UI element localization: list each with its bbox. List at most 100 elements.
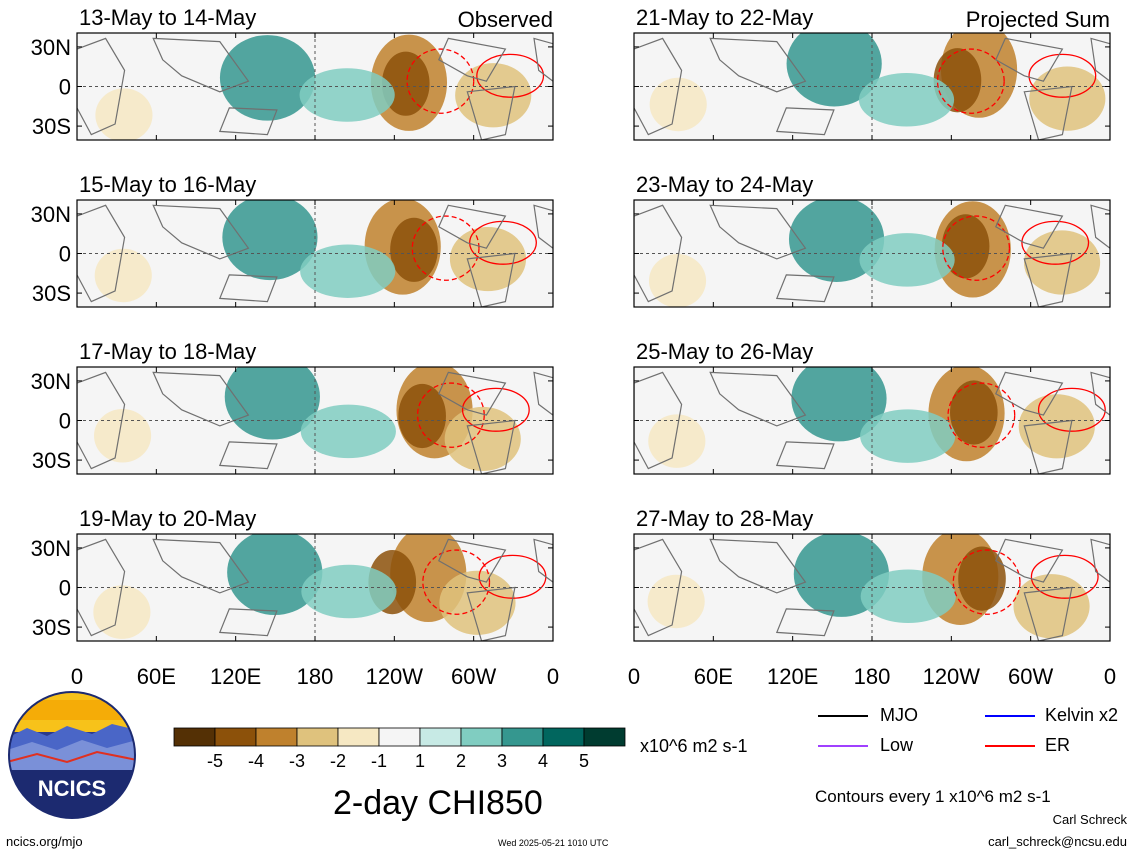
coastline bbox=[77, 538, 126, 637]
panel-title: 17-May to 18-May bbox=[79, 339, 256, 364]
coastline bbox=[634, 371, 683, 470]
y-tick-label: 30N bbox=[31, 35, 71, 60]
coastline bbox=[775, 608, 835, 637]
coastline bbox=[152, 37, 250, 93]
y-tick-label: 0 bbox=[59, 409, 71, 434]
colorbar-swatch bbox=[255, 727, 298, 747]
colorbar-tick-label: -2 bbox=[330, 751, 346, 771]
legend-label-kelvin: Kelvin x2 bbox=[1045, 705, 1119, 725]
map-panel-7: 25-May to 26-May bbox=[633, 339, 1111, 475]
panel-title: 15-May to 16-May bbox=[79, 172, 256, 197]
colorbar-tick-label: 3 bbox=[497, 751, 507, 771]
coastline bbox=[1090, 204, 1110, 249]
x-tick-label: 60E bbox=[137, 664, 176, 689]
contour-note: Contours every 1 x10^6 m2 s-1 bbox=[815, 787, 1051, 806]
coastline bbox=[533, 204, 553, 249]
legend-line-low bbox=[818, 745, 868, 747]
colorbar-swatch bbox=[583, 727, 626, 747]
x-tick-label: 60E bbox=[694, 664, 733, 689]
legend-line-mjo bbox=[818, 715, 868, 717]
anomaly-shading bbox=[301, 564, 397, 619]
coastline bbox=[995, 371, 1064, 416]
x-tick-label: 180 bbox=[854, 664, 891, 689]
coastline bbox=[1090, 538, 1110, 583]
colorbar-tick-label: 4 bbox=[538, 751, 548, 771]
coastline bbox=[466, 85, 516, 140]
colorbar-swatch bbox=[337, 727, 380, 747]
coastline bbox=[995, 204, 1064, 249]
x-tick-label: 60W bbox=[451, 664, 496, 689]
ncics-logo: NCICS bbox=[8, 691, 136, 819]
anomaly-shading bbox=[219, 35, 316, 121]
coastline bbox=[995, 37, 1064, 82]
coastline bbox=[152, 538, 250, 594]
coastline bbox=[775, 441, 835, 470]
panel-title: 25-May to 26-May bbox=[636, 339, 813, 364]
y-tick-label: 30S bbox=[32, 281, 71, 306]
er-contour bbox=[406, 48, 475, 114]
anomaly-shading bbox=[439, 570, 516, 635]
er-contour bbox=[952, 549, 1021, 615]
anomaly-shading bbox=[950, 380, 998, 445]
footer-site: ncics.org/mjo bbox=[6, 834, 83, 849]
colorbar-swatch bbox=[419, 727, 462, 747]
coastline bbox=[995, 538, 1064, 583]
y-tick-label: 0 bbox=[59, 242, 71, 267]
coastline bbox=[77, 37, 126, 136]
anomaly-shading bbox=[791, 367, 887, 442]
footer-timestamp: Wed 2025-05-21 1010 UTC bbox=[498, 838, 609, 848]
chart-title: 2-day CHI850 bbox=[333, 784, 543, 822]
x-tick-label: 0 bbox=[628, 664, 640, 689]
anomaly-shading bbox=[859, 233, 955, 287]
er-contour bbox=[1021, 220, 1090, 265]
legend-line-er bbox=[985, 745, 1035, 747]
x-tick-label: 0 bbox=[547, 664, 559, 689]
anomaly-shading bbox=[398, 383, 446, 449]
er-contour bbox=[936, 48, 1005, 114]
logo-text: NCICS bbox=[38, 776, 106, 801]
coastline bbox=[77, 371, 126, 470]
coastline bbox=[466, 419, 516, 474]
map-panel-3: 30N 0 30S 17-May to 18-May bbox=[31, 339, 554, 475]
colorbar-tick-label: -1 bbox=[371, 751, 387, 771]
anomaly-shading bbox=[94, 409, 152, 463]
coastline bbox=[1023, 252, 1073, 307]
colorbar-tick-label: 2 bbox=[456, 751, 466, 771]
colorbar-swatch bbox=[378, 727, 421, 747]
colorbar-swatch bbox=[214, 727, 257, 747]
anomaly-shading bbox=[860, 409, 956, 463]
coastline bbox=[77, 204, 126, 303]
anomaly-shading bbox=[648, 414, 706, 468]
coastline bbox=[533, 538, 553, 583]
coastline bbox=[775, 274, 835, 303]
colorbar-tick-label: -3 bbox=[289, 751, 305, 771]
coastline bbox=[775, 107, 835, 136]
coastline bbox=[152, 371, 250, 427]
coastline bbox=[1090, 37, 1110, 82]
er-contour bbox=[411, 215, 480, 281]
anomaly-shading bbox=[958, 546, 1006, 611]
panel-title: 13-May to 14-May bbox=[79, 5, 256, 30]
anomaly-shading bbox=[786, 33, 882, 107]
x-tick-label: 120W bbox=[923, 664, 981, 689]
coastline bbox=[466, 586, 516, 641]
er-contour bbox=[1037, 387, 1106, 432]
anomaly-shading bbox=[227, 534, 323, 616]
anomaly-shading bbox=[95, 88, 153, 140]
colorbar-tick-label: -4 bbox=[248, 751, 264, 771]
coastline bbox=[1090, 371, 1110, 416]
anomaly-shading bbox=[444, 406, 521, 472]
x-tick-label: 60W bbox=[1008, 664, 1053, 689]
panel-title: 19-May to 20-May bbox=[79, 506, 256, 531]
coastline bbox=[1023, 85, 1073, 140]
map-panel-8: 27-May to 28-May bbox=[633, 506, 1111, 642]
y-tick-label: 0 bbox=[59, 75, 71, 100]
panel-title: 27-May to 28-May bbox=[636, 506, 813, 531]
er-contour bbox=[469, 220, 537, 265]
anomaly-shading bbox=[390, 217, 438, 282]
y-tick-label: 30S bbox=[32, 615, 71, 640]
coastline bbox=[152, 204, 250, 260]
coastline bbox=[634, 37, 683, 136]
er-contour bbox=[947, 382, 1016, 448]
